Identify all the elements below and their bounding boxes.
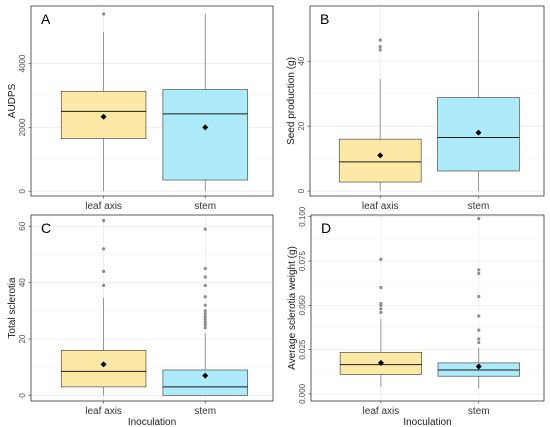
outlier-point: [203, 227, 207, 231]
y-axis-title: Seed production (g): [286, 57, 297, 145]
outlier-point: [102, 219, 106, 223]
y-tick-label: 0: [18, 393, 27, 398]
x-axis-title: Inoculation: [403, 417, 451, 427]
outlier-point: [203, 314, 207, 319]
mean-marker: [377, 152, 384, 159]
box-body: [338, 138, 422, 183]
outlier-point: [379, 307, 383, 311]
panel-border: [30, 214, 274, 402]
panel-letter: B: [320, 11, 329, 27]
outlier-point: [379, 286, 383, 290]
panel-border: [30, 5, 274, 197]
outlier-point: [477, 340, 481, 345]
mean-marker: [475, 129, 482, 136]
outlier-point: [379, 257, 383, 261]
x-tick-label: stem: [194, 201, 216, 212]
y-tick-label: 40: [297, 56, 306, 65]
x-tick-label: leaf axis: [85, 201, 122, 212]
x-tick-label: leaf axis: [363, 406, 400, 417]
outlier-point: [102, 247, 106, 251]
y-tick-label: 20: [18, 334, 27, 343]
outlier-point: [203, 317, 207, 321]
outlier-point: [477, 294, 481, 299]
x-axis-title: Inoculation: [128, 417, 176, 427]
box-leaf-axis: [60, 219, 147, 396]
panel-border: [309, 5, 545, 197]
y-tick-label: 40: [18, 278, 27, 287]
outlier-point: [203, 312, 207, 316]
box-stem: [437, 216, 520, 389]
mean-marker: [475, 363, 482, 370]
box-stem: [162, 227, 248, 396]
y-tick-label: 0: [18, 188, 27, 193]
y-tick-label: 0.025: [298, 339, 307, 360]
mean-marker: [202, 372, 209, 379]
box-stem: [437, 10, 520, 192]
y-tick-label: 0.100: [298, 206, 307, 227]
panel-border: [310, 214, 545, 402]
y-tick-label: 0.075: [298, 251, 307, 272]
panel-letter: C: [41, 220, 51, 236]
x-tick-label: stem: [468, 201, 490, 212]
y-axis-title: AUDPS: [7, 83, 18, 118]
outlier-point: [379, 301, 383, 306]
y-tick-label: 0.000: [298, 383, 307, 404]
outlier-point: [477, 268, 481, 272]
box-body: [162, 89, 248, 181]
mean-marker: [100, 361, 107, 368]
mean-marker: [100, 113, 107, 120]
outlier-point: [203, 266, 207, 271]
outlier-point: [477, 314, 481, 318]
outlier-point: [379, 310, 383, 315]
outlier-point: [203, 275, 207, 279]
y-tick-label: 4000: [18, 54, 27, 72]
outlier-point: [378, 48, 382, 52]
y-tick-label: 60: [18, 221, 27, 230]
panel-letter: D: [321, 220, 331, 236]
x-tick-label: stem: [194, 406, 216, 417]
outlier-point: [477, 216, 481, 221]
mean-marker: [202, 124, 209, 131]
y-tick-label: 0.050: [298, 295, 307, 316]
outlier-point: [378, 44, 382, 49]
box-leaf-axis: [60, 12, 147, 192]
outlier-point: [102, 283, 106, 288]
panel-c: 0 20 40 60 leaf axis stem Total sclerotia Inocu…: [7, 214, 274, 427]
outlier-point: [203, 309, 207, 313]
outlier-point: [378, 38, 382, 42]
y-tick-label: 2000: [18, 118, 27, 136]
panel-a: 0 2000 4000 leaf axis stem AUDPS A: [7, 5, 274, 212]
panel-letter: A: [41, 11, 51, 27]
outlier-point: [477, 328, 481, 332]
box-stem: [162, 13, 248, 192]
box-body: [60, 349, 147, 388]
x-tick-label: leaf axis: [85, 406, 122, 417]
box-leaf-axis: [339, 257, 422, 387]
x-tick-label: stem: [468, 406, 490, 417]
outlier-point: [203, 295, 207, 299]
outlier-point: [477, 271, 481, 276]
outlier-point: [102, 269, 106, 273]
outlier-point: [203, 320, 207, 324]
outlier-point: [477, 337, 481, 341]
outlier-point: [203, 283, 207, 288]
panel-d: 0.000 0.025 0.050 0.075 0.100 leaf axis stem Av…: [287, 206, 545, 427]
y-tick-label: 0: [297, 188, 306, 193]
box-leaf-axis: [338, 38, 422, 192]
mean-marker: [377, 359, 384, 366]
outlier-point: [102, 12, 106, 16]
x-tick-label: leaf axis: [362, 201, 399, 212]
y-axis-title: Total sclerotia: [7, 277, 18, 339]
outlier-point: [203, 323, 207, 327]
y-axis-title: Average sclerotia weight (g): [287, 246, 298, 370]
outlier-point: [203, 303, 207, 307]
outlier-point: [203, 326, 207, 330]
y-tick-label: 20: [297, 121, 306, 130]
panel-b: 0 20 40 leaf axis stem Seed production (g) B: [286, 5, 545, 212]
